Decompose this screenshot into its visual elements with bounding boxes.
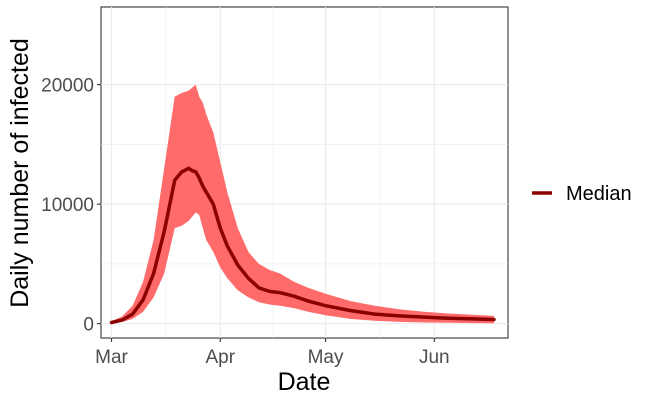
y-axis-title: Daily number of infected: [6, 38, 34, 308]
confidence-band-area: [111, 84, 494, 324]
y-tick-label: 0: [83, 315, 94, 336]
x-tick-label: Mar: [95, 347, 128, 368]
x-tick-label: May: [308, 347, 344, 368]
y-axis: 0 10000 20000: [41, 76, 101, 336]
series-layer: [109, 166, 496, 325]
grid: [101, 7, 508, 338]
x-axis: Mar Apr May Jun: [95, 338, 450, 368]
x-tick-label: Jun: [419, 347, 450, 368]
median-line: [109, 166, 496, 325]
x-tick-label: Apr: [206, 347, 236, 368]
confidence-band: [111, 84, 494, 324]
y-tick-label: 10000: [41, 195, 94, 216]
x-axis-title: Date: [278, 368, 331, 396]
y-tick-label: 20000: [41, 76, 94, 97]
legend-label-median: Median: [566, 183, 632, 205]
legend: Median: [532, 183, 632, 205]
